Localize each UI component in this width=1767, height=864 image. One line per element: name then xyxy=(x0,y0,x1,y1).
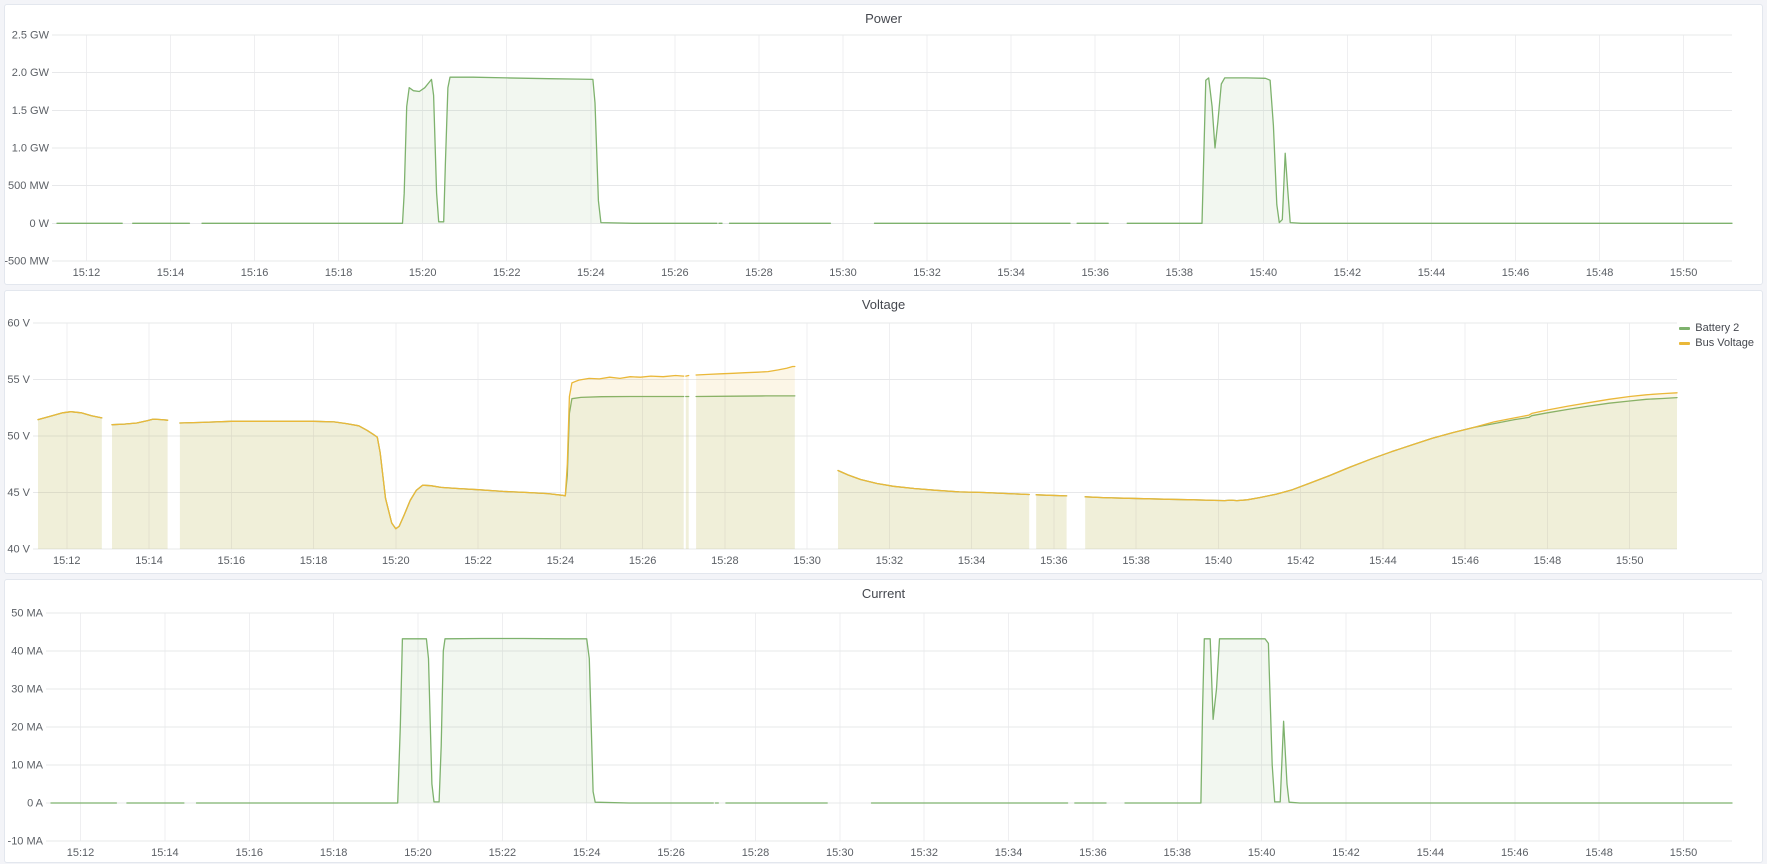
battery-2-series-swatch xyxy=(1679,326,1691,330)
panel-power: Power 15:12 15:14 15:16 15:18 15:20 15:22 15:2… xyxy=(4,4,1763,285)
legend-item-battery-2[interactable]: Battery 2 xyxy=(1679,321,1754,335)
legend-label: Bus Voltage xyxy=(1695,337,1754,349)
svg-text:15:30: 15:30 xyxy=(826,847,854,859)
svg-text:55 V: 55 V xyxy=(7,374,30,386)
svg-text:15:30: 15:30 xyxy=(829,267,857,279)
svg-text:15:26: 15:26 xyxy=(661,267,689,279)
svg-text:50 V: 50 V xyxy=(7,431,30,443)
bus-voltage-series-swatch xyxy=(1679,341,1691,345)
legend-label: Battery 2 xyxy=(1695,322,1740,334)
svg-text:15:12: 15:12 xyxy=(73,267,101,279)
svg-text:15:46: 15:46 xyxy=(1501,847,1529,859)
panel-power-title[interactable]: Power xyxy=(865,11,902,26)
svg-text:15:38: 15:38 xyxy=(1164,847,1192,859)
svg-text:0 W: 0 W xyxy=(29,218,49,230)
svg-text:15:50: 15:50 xyxy=(1670,267,1698,279)
svg-text:15:16: 15:16 xyxy=(218,555,246,567)
svg-text:15:28: 15:28 xyxy=(711,555,739,567)
svg-text:15:22: 15:22 xyxy=(489,847,517,859)
svg-text:15:44: 15:44 xyxy=(1417,847,1445,859)
svg-text:-10 MA: -10 MA xyxy=(8,836,44,848)
svg-text:15:50: 15:50 xyxy=(1616,555,1644,567)
svg-text:15:32: 15:32 xyxy=(910,847,938,859)
svg-text:-500 MW: -500 MW xyxy=(5,256,50,268)
svg-text:15:12: 15:12 xyxy=(67,847,95,859)
panel-current: Current 15:12 15:14 15:16 15:18 15:20 15:22 15… xyxy=(4,579,1763,863)
svg-text:15:42: 15:42 xyxy=(1334,267,1362,279)
svg-text:15:40: 15:40 xyxy=(1250,267,1278,279)
svg-text:15:26: 15:26 xyxy=(629,555,657,567)
svg-text:15:34: 15:34 xyxy=(997,267,1025,279)
svg-text:15:50: 15:50 xyxy=(1670,847,1698,859)
panel-voltage: Voltage 15:12 15:14 15:16 15:18 15:20 15:22 15… xyxy=(4,290,1763,574)
svg-text:2.5 GW: 2.5 GW xyxy=(12,30,50,42)
svg-text:15:20: 15:20 xyxy=(382,555,410,567)
svg-text:40 MA: 40 MA xyxy=(11,646,43,658)
legend: Battery 2 Bus Voltage xyxy=(1679,321,1754,350)
svg-text:1.5 GW: 1.5 GW xyxy=(12,105,50,117)
panel-voltage-title[interactable]: Voltage xyxy=(861,297,906,312)
svg-text:15:34: 15:34 xyxy=(958,555,986,567)
svg-text:15:36: 15:36 xyxy=(1081,267,1109,279)
svg-text:50 MA: 50 MA xyxy=(11,608,43,620)
svg-text:15:14: 15:14 xyxy=(135,555,163,567)
svg-text:60 V: 60 V xyxy=(7,318,30,330)
legend-item-bus-voltage[interactable]: Bus Voltage xyxy=(1679,336,1754,350)
svg-text:15:30: 15:30 xyxy=(793,555,821,567)
svg-text:15:48: 15:48 xyxy=(1586,267,1614,279)
svg-text:30 MA: 30 MA xyxy=(11,684,43,696)
svg-text:15:28: 15:28 xyxy=(745,267,773,279)
svg-text:15:40: 15:40 xyxy=(1205,555,1233,567)
svg-text:10 MA: 10 MA xyxy=(11,760,43,772)
svg-text:2.0 GW: 2.0 GW xyxy=(12,67,50,79)
svg-text:1.0 GW: 1.0 GW xyxy=(12,143,50,155)
svg-text:15:36: 15:36 xyxy=(1079,847,1107,859)
svg-text:20 MA: 20 MA xyxy=(11,722,43,734)
svg-text:15:34: 15:34 xyxy=(995,847,1023,859)
svg-text:15:18: 15:18 xyxy=(320,847,348,859)
current-chart[interactable]: 15:12 15:14 15:16 15:18 15:20 15:22 15:24 15:26… xyxy=(5,580,1762,862)
svg-text:15:24: 15:24 xyxy=(577,267,605,279)
svg-text:15:14: 15:14 xyxy=(157,267,185,279)
svg-text:15:28: 15:28 xyxy=(742,847,770,859)
svg-text:15:18: 15:18 xyxy=(325,267,353,279)
svg-text:15:18: 15:18 xyxy=(300,555,328,567)
svg-text:15:46: 15:46 xyxy=(1451,555,1479,567)
svg-text:500 MW: 500 MW xyxy=(8,180,50,192)
svg-text:15:46: 15:46 xyxy=(1502,267,1530,279)
svg-text:15:40: 15:40 xyxy=(1248,847,1276,859)
svg-text:15:48: 15:48 xyxy=(1585,847,1613,859)
voltage-chart[interactable]: 15:12 15:14 15:16 15:18 15:20 15:22 15:24 15:26… xyxy=(5,291,1762,573)
svg-text:15:22: 15:22 xyxy=(464,555,492,567)
svg-text:15:32: 15:32 xyxy=(913,267,941,279)
svg-text:15:24: 15:24 xyxy=(573,847,601,859)
svg-text:15:16: 15:16 xyxy=(241,267,269,279)
svg-text:0 A: 0 A xyxy=(27,798,44,810)
svg-text:15:24: 15:24 xyxy=(547,555,575,567)
svg-text:15:26: 15:26 xyxy=(657,847,685,859)
power-chart[interactable]: 15:12 15:14 15:16 15:18 15:20 15:22 15:24 15:26… xyxy=(5,5,1762,284)
svg-text:15:48: 15:48 xyxy=(1534,555,1562,567)
svg-text:15:38: 15:38 xyxy=(1122,555,1150,567)
svg-text:40 V: 40 V xyxy=(7,544,30,556)
panel-current-title[interactable]: Current xyxy=(861,586,906,601)
svg-text:15:38: 15:38 xyxy=(1166,267,1194,279)
svg-text:45 V: 45 V xyxy=(7,487,30,499)
svg-text:15:12: 15:12 xyxy=(53,555,81,567)
svg-text:15:22: 15:22 xyxy=(493,267,521,279)
svg-text:15:14: 15:14 xyxy=(151,847,179,859)
svg-text:15:42: 15:42 xyxy=(1332,847,1360,859)
svg-text:15:32: 15:32 xyxy=(876,555,904,567)
svg-text:15:44: 15:44 xyxy=(1418,267,1446,279)
svg-text:15:36: 15:36 xyxy=(1040,555,1068,567)
svg-text:15:20: 15:20 xyxy=(409,267,437,279)
svg-text:15:42: 15:42 xyxy=(1287,555,1315,567)
svg-text:15:20: 15:20 xyxy=(404,847,432,859)
svg-text:15:16: 15:16 xyxy=(235,847,263,859)
svg-text:15:44: 15:44 xyxy=(1369,555,1397,567)
